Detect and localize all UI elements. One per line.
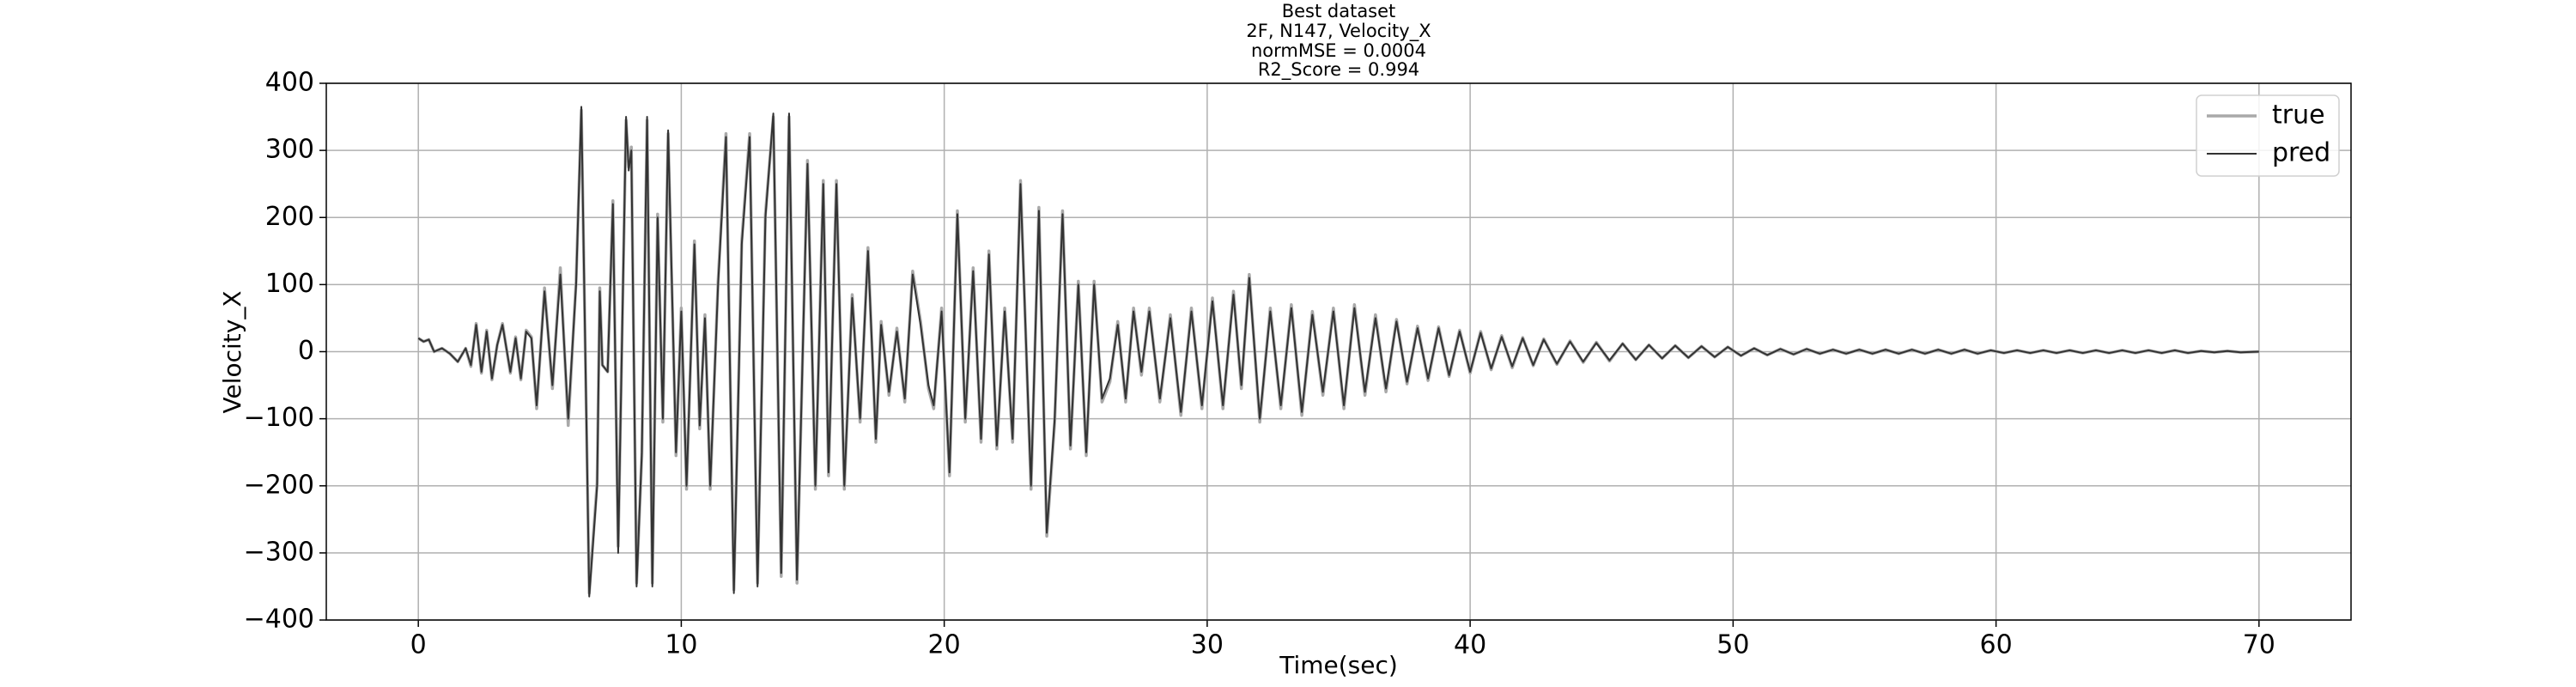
legend-label: true: [2272, 100, 2325, 131]
x-tick-label: 0: [410, 630, 427, 660]
chart-title: Best dataset: [1282, 1, 1396, 21]
legend-label: pred: [2272, 138, 2330, 168]
x-tick-label: 20: [928, 630, 961, 660]
x-tick-label: 10: [665, 630, 697, 660]
chart-title: 2F, N147, Velocity_X: [1246, 21, 1431, 42]
series-line: [417, 106, 2259, 598]
x-axis-label: Time(sec): [1279, 651, 1398, 679]
x-tick-label: 60: [1979, 630, 2012, 660]
y-tick-label: 300: [265, 135, 314, 165]
chart-title: normMSE = 0.0004: [1251, 40, 1426, 61]
x-tick-label: 30: [1191, 630, 1224, 660]
chart-title: R2_Score = 0.994: [1258, 59, 1419, 81]
x-tick-label: 70: [2243, 630, 2275, 660]
x-tick-label: 40: [1454, 630, 1486, 660]
y-axis-label: Velocity_X: [218, 290, 246, 413]
y-tick-label: 400: [265, 68, 314, 98]
y-tick-label: −300: [244, 537, 314, 567]
y-tick-label: −200: [244, 470, 314, 500]
plot-frame: [325, 82, 2352, 621]
y-tick-label: 200: [265, 202, 314, 232]
y-tick-label: −100: [244, 403, 314, 433]
legend: true pred: [2196, 94, 2340, 177]
y-tick-label: 100: [265, 269, 314, 299]
y-tick-label: 0: [298, 336, 314, 366]
y-tick-label: −400: [244, 605, 314, 635]
x-tick-label: 50: [1716, 630, 1749, 660]
